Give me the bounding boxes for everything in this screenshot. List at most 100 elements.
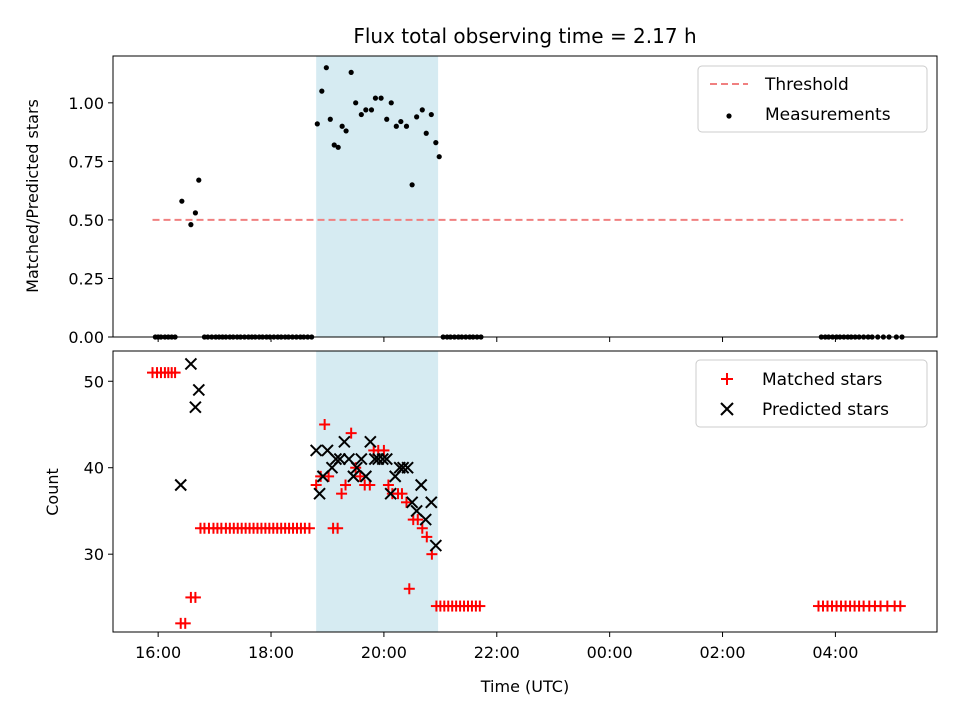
bottom-y-tick-label: 50 <box>84 372 104 391</box>
matched-star-point <box>474 600 486 612</box>
predicted-star-point <box>364 435 377 448</box>
predicted-star-point <box>376 452 389 466</box>
measurement-point <box>192 210 198 216</box>
matched-star-point <box>310 479 322 491</box>
legend-matched-swatch <box>721 373 733 385</box>
matched-star-point <box>400 496 412 508</box>
measurement-point <box>363 107 369 113</box>
predicted-star-point <box>309 444 323 457</box>
bottom-y-axis: 30 40 50 <box>84 372 113 564</box>
x-tick-label: 20:00 <box>361 643 407 662</box>
top-legend: Threshold Measurements <box>697 65 928 133</box>
predicted-star-point <box>347 470 360 483</box>
legend-measurements-swatch <box>726 113 732 119</box>
matched-star-point <box>396 488 408 500</box>
measurement-point <box>398 118 404 125</box>
measurement-point <box>335 144 341 150</box>
measurement-point <box>384 116 390 122</box>
bottom-axes-frame <box>112 350 938 633</box>
matched-star-point <box>336 488 348 500</box>
legend-predicted-label: Predicted stars <box>762 400 889 420</box>
x-tick-label: 00:00 <box>587 643 633 662</box>
bottom-legend: Matched stars Predicted stars <box>695 359 928 428</box>
measurement-point <box>331 142 337 148</box>
matched-star-point <box>416 522 428 534</box>
measurement-point <box>327 116 333 122</box>
predicted-star-point <box>359 470 373 483</box>
bottom-y-axis-label: Count <box>43 468 62 516</box>
matched-star-point <box>340 479 352 491</box>
measurement-point <box>433 140 439 146</box>
measurement-point <box>419 107 425 113</box>
matched-star-point <box>189 591 201 603</box>
measurement-point <box>353 100 359 106</box>
matched-star-point <box>412 514 424 526</box>
predicted-star-point <box>329 452 343 466</box>
top-shaded-interval <box>316 56 439 337</box>
measurement-point <box>196 177 202 183</box>
predicted-star-point <box>419 513 432 526</box>
measurement-point <box>323 65 329 71</box>
top-y-tick-label: 0.25 <box>68 269 104 288</box>
matched-star-point <box>894 600 906 612</box>
chart-title: Flux total observing time = 2.17 h <box>353 24 696 48</box>
matched-star-point <box>421 531 433 543</box>
measurement-point <box>188 222 194 228</box>
top-y-tick-label: 0.75 <box>68 152 104 171</box>
predicted-star-point <box>425 496 438 509</box>
measurement-point <box>403 123 410 129</box>
top-panel: 0.00 0.25 0.50 0.75 1.00 Flux total observin… <box>23 24 938 347</box>
matched-star-point <box>179 617 191 629</box>
predicted-star-point <box>396 461 410 474</box>
measurement-point <box>319 88 325 94</box>
predicted-star-point <box>184 357 198 371</box>
predicted-stars-series <box>174 357 443 552</box>
legend-measurements-label: Measurements <box>765 105 891 125</box>
matched-star-point <box>319 418 331 430</box>
predicted-star-point <box>355 452 368 466</box>
legend-threshold-label: Threshold <box>764 75 849 95</box>
top-x-axis <box>157 337 836 342</box>
measurement-point <box>428 111 434 118</box>
measurements-series <box>152 65 905 340</box>
legend-predicted-swatch <box>720 402 734 416</box>
bottom-y-tick-label: 30 <box>84 545 104 564</box>
bottom-shaded-interval <box>316 351 439 632</box>
matched-star-point <box>323 470 335 482</box>
legend-matched-label: Matched stars <box>762 370 882 390</box>
predicted-star-point <box>174 478 187 492</box>
x-tick-label: 16:00 <box>135 643 181 662</box>
predicted-star-point <box>333 452 347 466</box>
predicted-star-point <box>405 496 419 509</box>
predicted-star-point <box>384 487 397 500</box>
matched-star-point <box>403 583 415 595</box>
predicted-star-point <box>192 383 205 397</box>
measurement-point <box>414 114 420 120</box>
measurement-point <box>343 128 349 134</box>
matched-star-point <box>303 522 315 534</box>
bottom-y-tick-label: 40 <box>84 459 104 478</box>
measurement-point <box>179 198 185 204</box>
matched-star-point <box>354 470 366 482</box>
predicted-star-point <box>338 435 351 448</box>
top-y-tick-label: 1.00 <box>68 94 104 113</box>
predicted-star-point <box>414 478 428 492</box>
measurement-point <box>348 69 354 75</box>
bottom-x-axis: 16:00 18:00 20:00 22:00 00:00 02:00 04:00 <box>135 632 858 662</box>
predicted-star-point <box>429 539 443 552</box>
bottom-panel: 30 40 50 16:00 18:00 20:00 22:00 00:00 02:00 04:… <box>43 350 938 696</box>
predicted-star-point <box>313 487 326 500</box>
measurement-point <box>423 130 429 136</box>
matched-star-point <box>345 427 357 439</box>
x-tick-label: 04:00 <box>812 643 858 662</box>
measurement-point <box>393 123 399 129</box>
x-axis-label: Time (UTC) <box>480 677 569 696</box>
matched-star-point <box>169 367 181 379</box>
matched-star-point <box>332 522 344 534</box>
measurement-point <box>339 123 345 129</box>
top-axes-frame <box>112 55 938 338</box>
top-y-axis: 0.00 0.25 0.50 0.75 1.00 <box>68 94 113 347</box>
x-tick-label: 02:00 <box>699 643 745 662</box>
predicted-star-point <box>189 400 202 414</box>
